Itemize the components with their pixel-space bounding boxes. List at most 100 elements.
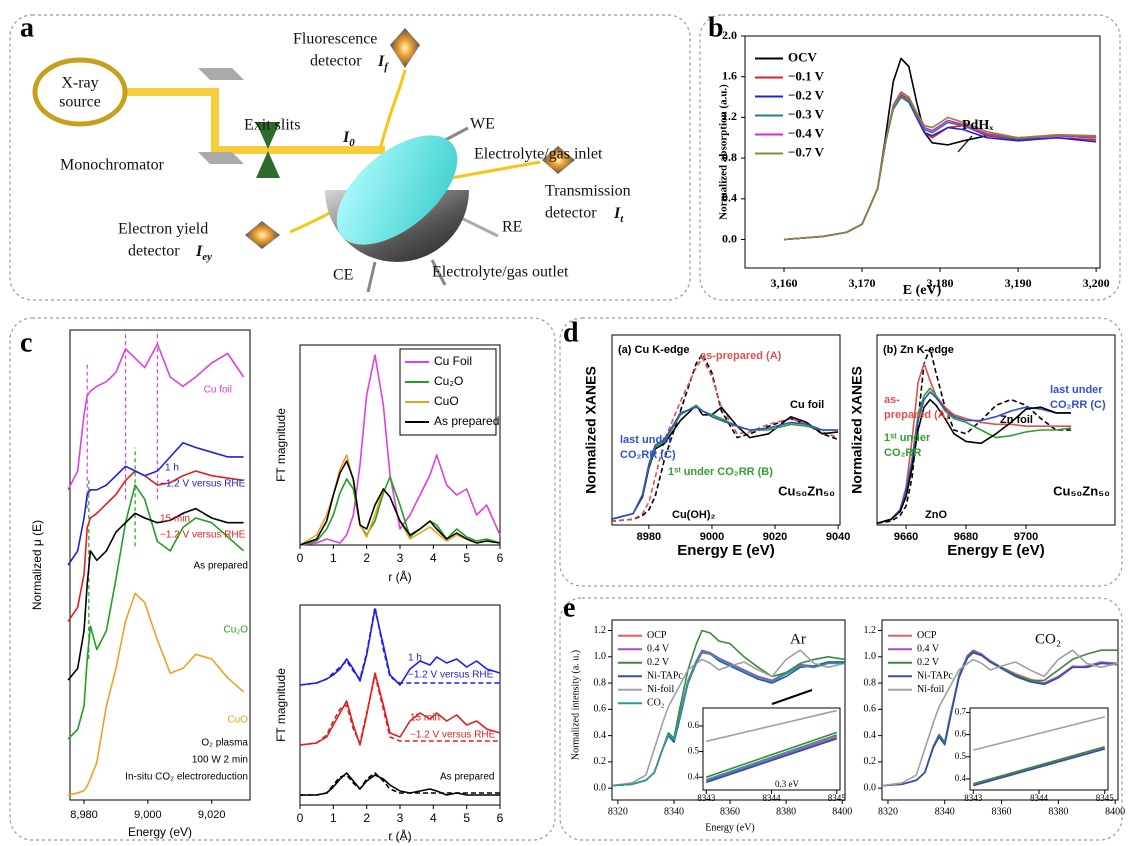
y-tick-label: 0.4: [688, 771, 700, 781]
label: WE: [470, 116, 495, 133]
series-line: [973, 746, 1105, 785]
x-tick-label: 2: [363, 811, 370, 825]
x-tick-label: 8360: [720, 806, 740, 817]
x-tick-label: 8400: [832, 806, 852, 817]
transmission-detector: [542, 146, 575, 174]
y-axis-label: Normalized intensity (a. u.): [570, 650, 581, 760]
series-line: [610, 357, 839, 522]
annotation: −1.2 V versus RHE: [160, 530, 246, 541]
y-tick-label: 0.4: [722, 191, 737, 205]
x-tick-label: 8345: [828, 793, 847, 803]
y-tick-label: 0.8: [864, 677, 877, 688]
annotation: PdHₓ: [962, 118, 994, 133]
x-axis-label: r (Å): [388, 569, 411, 584]
annotation: 1ˢᵗ under: [884, 432, 931, 444]
label: I: [195, 243, 203, 260]
x-tick-label: 3: [397, 811, 404, 825]
series-line: [67, 343, 245, 491]
y-tick-label: 1.2: [722, 109, 737, 123]
series-line: [612, 649, 846, 787]
chart: 0 1 2 3 4 5 6 Cu Foil Cu₂O CuO As prepared r (Å) FT …: [274, 344, 504, 584]
series-line: [300, 772, 500, 796]
x-tick-label: 9040: [826, 531, 850, 543]
panel-frame: [699, 14, 1121, 301]
series-line: [706, 736, 837, 782]
legend-label: −0.7 V: [788, 144, 825, 159]
series-line: [783, 91, 1097, 241]
annotation: As prepared: [440, 772, 494, 783]
series-line: [299, 460, 501, 546]
y-tick-label: 0.6: [955, 729, 967, 739]
panel-label: c: [20, 327, 32, 358]
legend-box: [399, 348, 497, 436]
series-line: [705, 731, 838, 778]
series-line: [882, 652, 1119, 787]
series-line: [973, 716, 1105, 751]
chart: 8,980 9,000 9,020 Cu foil 1 h −1.2 V versus R…: [30, 329, 251, 839]
chart: 9660 9680 9700 as-prepared (A) Zn foil last u…: [849, 334, 1116, 559]
chart: 8343 8344 8345 0.4 0.5 0.6 0.7: [955, 706, 1114, 803]
x-ray-source: [32, 57, 128, 127]
y-axis-label: FT magnitude: [274, 668, 288, 742]
x-axis-label: Energy (eV): [128, 825, 192, 839]
series-line: [877, 391, 1071, 524]
legend-label: Cu Foil: [434, 354, 472, 368]
x-axis-label: Energy E (eV): [677, 542, 775, 559]
annotation: −1.2 V versus RHE: [410, 730, 496, 741]
annotation: 15 min: [160, 514, 190, 525]
annotation: 1ˢᵗ under CO₂RR (B): [668, 466, 773, 478]
series-line: [783, 96, 1097, 241]
annotation: 15 min: [410, 713, 440, 724]
y-axis-label: Normalized XANES: [849, 366, 865, 494]
x-tick-label: 8400: [1105, 806, 1125, 817]
legend-label: −0.4 V: [788, 125, 825, 140]
arrow: [957, 135, 973, 153]
annotation: Cu foil: [790, 399, 824, 411]
series-line: [973, 748, 1105, 787]
annotation: Cu₂O: [224, 625, 249, 636]
label: I: [377, 53, 385, 70]
series-line: [783, 96, 1097, 241]
annotation: −1.2 V versus RHE: [408, 670, 494, 681]
y-tick-label: 0.4: [864, 730, 877, 741]
fluorescence-detector: [390, 28, 420, 68]
plot-frame: [611, 619, 846, 801]
exit-slit: [256, 151, 280, 178]
annotation: Ar: [790, 631, 806, 647]
legend-label: 0.4 V: [647, 644, 670, 655]
panel-label: a: [20, 12, 34, 43]
y-tick-label: 1.0: [594, 651, 607, 662]
annotation: ZnO: [925, 509, 947, 521]
series-line: [300, 772, 500, 796]
x-axis-label: Energy (eV): [705, 822, 755, 833]
fluorescence-beam: [378, 69, 407, 151]
label: Iey: [195, 243, 212, 263]
series-line: [67, 507, 244, 681]
legend-label: −0.3 V: [788, 106, 825, 121]
x-tick-label: 8344: [1030, 793, 1049, 803]
series-line: [299, 672, 501, 746]
y-tick-label: 0.2: [594, 756, 607, 767]
label: ey: [202, 251, 212, 263]
y-axis-label: Normalized XANES: [583, 366, 599, 494]
x-tick-label: 3,160: [771, 276, 798, 290]
series-line: [299, 606, 500, 686]
label: RE: [502, 219, 522, 236]
plot-frame: [744, 35, 1101, 269]
x-tick-label: 5: [463, 811, 470, 825]
x-tick-label: 9700: [1014, 531, 1038, 543]
y-tick-label: 0.0: [722, 231, 737, 245]
series-line: [610, 406, 839, 521]
series-line: [610, 353, 839, 522]
x-tick-label: 2: [363, 551, 370, 565]
label: It: [613, 205, 624, 225]
legend-label: 0.4 V: [917, 644, 940, 655]
label: I0: [342, 129, 355, 149]
legend-label: −0.2 V: [788, 87, 825, 102]
panel-label: e: [563, 592, 575, 623]
label: Monochromator: [60, 157, 165, 174]
x-tick-label: 8343: [697, 793, 716, 803]
y-tick-label: 2.0: [722, 28, 737, 42]
series-line: [877, 398, 1071, 524]
y-tick-label: 0.7: [955, 706, 967, 716]
